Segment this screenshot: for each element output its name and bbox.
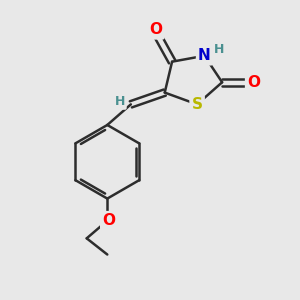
Text: O: O	[149, 22, 162, 38]
Text: O: O	[102, 213, 115, 228]
Text: H: H	[115, 95, 125, 108]
Text: S: S	[192, 97, 203, 112]
Text: H: H	[213, 44, 224, 56]
Text: N: N	[198, 48, 211, 63]
Text: O: O	[247, 75, 260, 90]
